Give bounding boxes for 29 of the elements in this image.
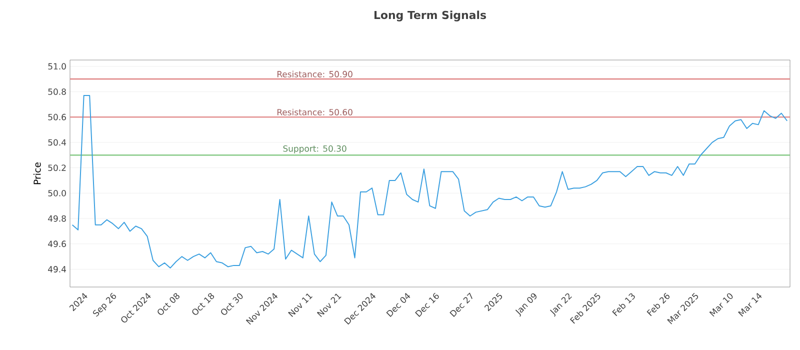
- x-tick-label: Feb 26: [646, 292, 670, 316]
- y-tick-label: 50.4: [48, 139, 66, 146]
- x-tick-label: Jan 09: [515, 293, 536, 317]
- y-tick-label: 49.8: [48, 215, 66, 222]
- y-tick-label: 50.2: [48, 164, 66, 171]
- x-tick-label: Oct 30: [221, 293, 243, 315]
- x-tick-label: Mar 10: [709, 293, 733, 317]
- x-tick-label: Nov 11: [288, 294, 312, 317]
- x-tick-label: Dec 27: [450, 292, 472, 317]
- x-tick-label: Dec 04: [386, 293, 410, 317]
- y-tick-label: 50.0: [48, 190, 66, 196]
- x-tick-label: Nov 21: [316, 294, 342, 318]
- x-tick-label: Sep 26: [92, 292, 116, 317]
- x-tick-label: Oct 18: [192, 293, 214, 315]
- x-tick-label: Jan 22: [550, 293, 572, 317]
- x-tick-label: Feb 13: [612, 293, 635, 316]
- y-tick-label: 50.6: [48, 114, 66, 120]
- y-axis-title: Price: [33, 162, 41, 184]
- y-tick-label: 50.8: [48, 88, 66, 95]
- ref-line-label: Resistance: 50.90: [277, 70, 352, 78]
- x-tick-label: Mar 14: [738, 292, 762, 317]
- y-tick-label: 49.6: [48, 240, 66, 248]
- x-tick-label: Dec 16: [415, 292, 439, 317]
- ref-line-label: Support: 50.30: [283, 145, 346, 154]
- ref-line-label: Resistance: 50.60: [277, 108, 352, 116]
- y-tick-label: 51.0: [48, 63, 66, 70]
- chart-title: Long Term Signals: [374, 10, 486, 22]
- y-tick-label: 49.4: [48, 266, 66, 272]
- x-tick-label: Oct 08: [158, 293, 180, 315]
